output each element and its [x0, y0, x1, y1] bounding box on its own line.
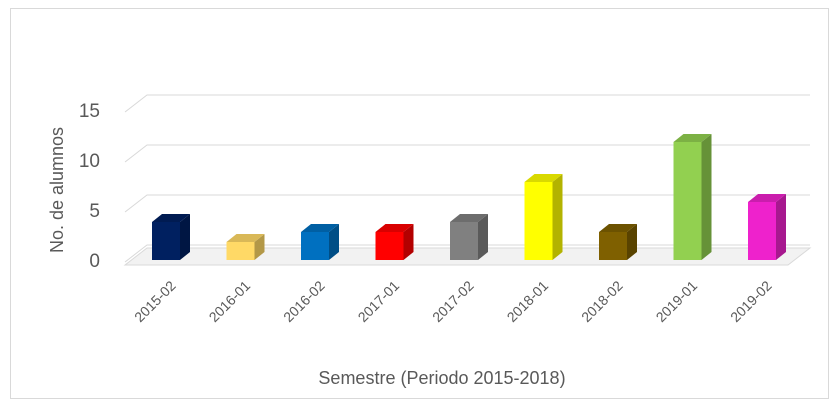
bar-side — [403, 224, 414, 260]
bar — [748, 194, 786, 260]
bar-top — [375, 224, 414, 232]
bar-front — [152, 222, 180, 260]
bar-top — [450, 214, 488, 222]
bar-top — [599, 224, 637, 232]
bar — [375, 224, 414, 260]
bar-side — [254, 234, 265, 260]
bar-top — [301, 224, 339, 232]
bar — [673, 134, 712, 260]
bar-front — [524, 182, 553, 260]
bar-front — [226, 242, 255, 260]
grid-line — [124, 94, 810, 113]
bar-top — [673, 134, 712, 142]
bar-top — [226, 234, 265, 242]
bar-front — [375, 232, 404, 260]
grid-line — [124, 144, 810, 163]
bar — [450, 214, 488, 260]
y-tick-label: 10 — [79, 151, 100, 172]
bar-side — [180, 214, 190, 260]
bar-top — [152, 214, 190, 222]
bar — [524, 174, 563, 260]
bar-side — [478, 214, 488, 260]
bar-side — [552, 174, 563, 260]
bar-front — [599, 232, 627, 260]
bar-top — [524, 174, 563, 182]
bar-front — [450, 222, 478, 260]
bar-front — [748, 202, 776, 260]
bar-side — [627, 224, 637, 260]
y-tick-label: 0 — [89, 251, 100, 272]
bar — [301, 224, 339, 260]
x-axis-title: Semestre (Periodo 2015-2018) — [318, 368, 565, 388]
bar — [599, 224, 637, 260]
y-axis-title: No. de alumnos — [47, 127, 67, 253]
bar-top — [748, 194, 786, 202]
bar-side — [329, 224, 339, 260]
y-tick-label: 15 — [79, 101, 100, 122]
bar-side — [701, 134, 712, 260]
bar-side — [776, 194, 786, 260]
bar-front — [673, 142, 702, 260]
y-tick-label: 5 — [89, 201, 100, 222]
grid-line — [124, 194, 810, 213]
grid-line — [124, 244, 810, 263]
bar — [152, 214, 190, 260]
bar — [226, 234, 265, 260]
bar-front — [301, 232, 329, 260]
